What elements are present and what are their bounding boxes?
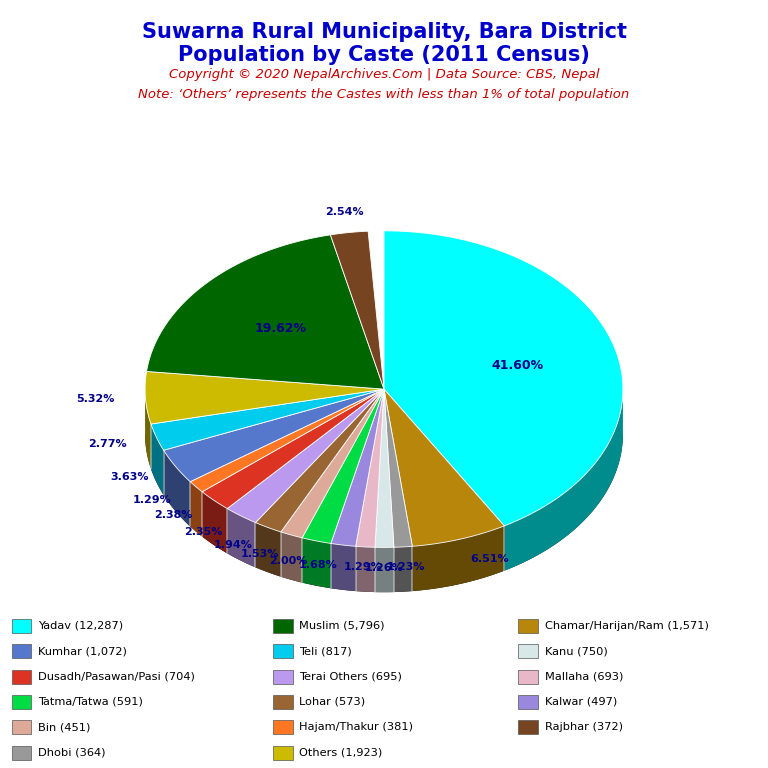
Text: Population by Caste (2011 Census): Population by Caste (2011 Census) [178, 45, 590, 65]
Text: 5.32%: 5.32% [76, 394, 114, 404]
Polygon shape [151, 389, 384, 450]
Text: 2.35%: 2.35% [184, 528, 223, 538]
Polygon shape [164, 389, 384, 482]
Polygon shape [302, 538, 331, 588]
Polygon shape [190, 482, 202, 537]
Text: Note: ‘Others’ represents the Castes with less than 1% of total population: Note: ‘Others’ represents the Castes wit… [138, 88, 630, 101]
Polygon shape [384, 231, 623, 526]
Polygon shape [331, 389, 384, 546]
Text: 3.63%: 3.63% [110, 472, 148, 482]
Polygon shape [164, 450, 190, 527]
Text: Mallaha (693): Mallaha (693) [545, 671, 623, 682]
Polygon shape [190, 389, 384, 492]
Text: Kumhar (1,072): Kumhar (1,072) [38, 646, 127, 657]
Polygon shape [147, 235, 384, 389]
Polygon shape [151, 424, 164, 495]
Text: Kalwar (497): Kalwar (497) [545, 697, 617, 707]
Text: 1.94%: 1.94% [214, 541, 253, 551]
Text: Terai Others (695): Terai Others (695) [299, 671, 402, 682]
Polygon shape [375, 548, 394, 592]
Text: Lohar (573): Lohar (573) [299, 697, 365, 707]
Text: Others (1,923): Others (1,923) [299, 747, 382, 758]
Polygon shape [384, 389, 412, 548]
Polygon shape [302, 389, 384, 544]
Text: Bin (451): Bin (451) [38, 722, 90, 733]
Text: 1.29%: 1.29% [343, 562, 382, 572]
Text: Chamar/Harijan/Ram (1,571): Chamar/Harijan/Ram (1,571) [545, 621, 708, 631]
Text: 19.62%: 19.62% [254, 322, 306, 335]
Text: Kanu (750): Kanu (750) [545, 646, 607, 657]
Polygon shape [281, 532, 302, 583]
Text: 41.60%: 41.60% [492, 359, 544, 372]
Text: Copyright © 2020 NepalArchives.Com | Data Source: CBS, Nepal: Copyright © 2020 NepalArchives.Com | Dat… [169, 68, 599, 81]
Polygon shape [145, 389, 151, 468]
Text: 1.23%: 1.23% [386, 562, 425, 572]
Text: Rajbhar (372): Rajbhar (372) [545, 722, 623, 733]
Polygon shape [202, 492, 227, 554]
Polygon shape [202, 389, 384, 508]
Polygon shape [375, 389, 394, 548]
Text: 1.68%: 1.68% [300, 561, 338, 571]
Text: 1.53%: 1.53% [241, 549, 280, 559]
Text: 1.29%: 1.29% [133, 495, 171, 505]
Polygon shape [356, 546, 375, 592]
Polygon shape [384, 389, 505, 546]
Text: 2.77%: 2.77% [88, 439, 127, 449]
Text: Muslim (5,796): Muslim (5,796) [299, 621, 384, 631]
Polygon shape [145, 434, 623, 592]
Polygon shape [394, 546, 412, 592]
Polygon shape [145, 372, 384, 424]
Polygon shape [256, 389, 384, 532]
Text: Dhobi (364): Dhobi (364) [38, 747, 105, 758]
Text: Yadav (12,287): Yadav (12,287) [38, 621, 123, 631]
Polygon shape [256, 522, 281, 577]
Polygon shape [412, 526, 505, 591]
Polygon shape [281, 389, 384, 538]
Polygon shape [227, 508, 256, 568]
Text: 2.00%: 2.00% [269, 556, 307, 566]
Polygon shape [330, 231, 384, 389]
Text: Hajam/Thakur (381): Hajam/Thakur (381) [299, 722, 412, 733]
Polygon shape [331, 544, 356, 591]
Text: 6.51%: 6.51% [470, 554, 508, 564]
Text: Dusadh/Pasawan/Pasi (704): Dusadh/Pasawan/Pasi (704) [38, 671, 194, 682]
Text: Tatma/Tatwa (591): Tatma/Tatwa (591) [38, 697, 143, 707]
Text: 2.54%: 2.54% [326, 207, 364, 217]
Text: 2.38%: 2.38% [154, 510, 192, 520]
Text: 1.26%: 1.26% [365, 563, 404, 573]
Text: Teli (817): Teli (817) [299, 646, 352, 657]
Polygon shape [505, 390, 623, 571]
Polygon shape [227, 389, 384, 522]
Text: Suwarna Rural Municipality, Bara District: Suwarna Rural Municipality, Bara Distric… [141, 22, 627, 41]
Polygon shape [356, 389, 384, 548]
